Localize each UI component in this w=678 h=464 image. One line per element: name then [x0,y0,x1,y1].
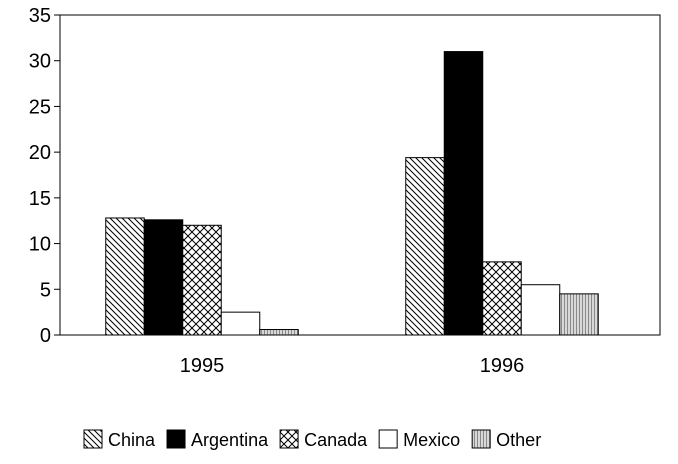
legend-label-china: China [108,430,156,450]
legend-label-argentina: Argentina [191,430,269,450]
bar-other-1996 [559,293,599,336]
x-category-label: 1995 [180,355,225,377]
legend-swatch-argentina [166,429,186,449]
y-tick-label: 5 [40,279,51,301]
bars [105,51,599,336]
bar-mexico-1996 [520,284,561,336]
y-tick-label: 35 [29,5,51,27]
legend-swatch-other [471,429,491,449]
bar-other-1995 [259,329,299,336]
legend-label-mexico: Mexico [403,430,460,450]
plot-frame [59,14,661,336]
bar-china-1995 [105,217,145,336]
legend-swatch-mexico [378,429,398,449]
bar-canada-1995 [182,224,222,336]
x-axis-labels: 1995 1996 [180,355,525,377]
y-tick-label: 30 [29,51,51,73]
legend-label-canada: Canada [304,430,368,450]
bar-argentina-1995 [143,219,184,336]
y-axis: 0 5 10 15 20 25 30 35 [29,5,60,347]
plot-area-border [59,14,661,336]
legend: China Argentina Canada Mexico Other [83,429,541,450]
y-tick-label: 10 [29,234,51,256]
legend-label-other: Other [496,430,541,450]
bar-mexico-1995 [220,311,261,336]
bar-argentina-1996 [443,51,484,336]
bar-canada-1996 [482,261,522,336]
y-tick-label: 20 [29,142,51,164]
x-category-label: 1996 [480,355,525,377]
y-tick-label: 0 [40,325,51,347]
y-tick-label: 15 [29,188,51,210]
bar-china-1996 [405,157,445,336]
y-tick-label: 25 [29,96,51,118]
legend-swatch-china [83,429,103,449]
legend-swatch-canada [279,429,299,449]
